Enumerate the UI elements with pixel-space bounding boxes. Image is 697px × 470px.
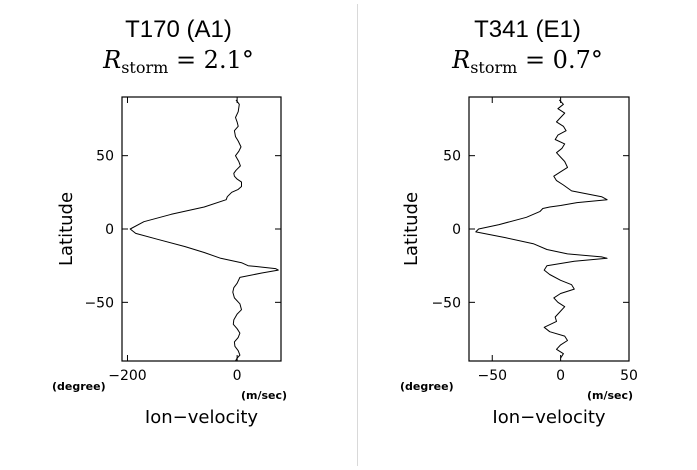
x-tick-label: 0 [556, 368, 565, 384]
formula-value: = 2.1° [168, 46, 254, 74]
chart-subtitle-formula: Rstorm = 0.7° [358, 46, 697, 77]
chart-subtitle-formula: Rstorm = 2.1° [0, 46, 357, 77]
y-tick-label: 50 [443, 149, 461, 165]
plot-frame [468, 96, 630, 362]
x-axis-label: Ion−velocity [145, 407, 259, 428]
x-axis-label: Ion−velocity [492, 407, 606, 428]
y-tick-label: 50 [96, 149, 114, 165]
y-unit-label: (degree) [52, 380, 106, 393]
y-unit-label: (degree) [400, 380, 454, 393]
chart-title: T341 (E1) [474, 16, 581, 43]
x-tick-label: 50 [620, 368, 638, 384]
x-tick-label: −200 [108, 368, 146, 384]
y-tick-label: 0 [105, 222, 114, 238]
y-axis-label: Latitude [56, 192, 77, 266]
formula-value: = 0.7° [517, 46, 603, 74]
y-tick-label: −50 [84, 295, 114, 311]
formula-symbol: R [103, 46, 122, 74]
series-line [129, 99, 279, 362]
formula-subscript: storm [470, 58, 518, 77]
y-tick-label: −50 [431, 295, 461, 311]
series-line [475, 99, 608, 359]
formula-symbol: R [452, 46, 471, 74]
x-tick-label: −50 [477, 368, 507, 384]
plot-frame [121, 96, 282, 362]
y-axis-label: Latitude [401, 192, 422, 266]
formula-subscript: storm [121, 58, 169, 77]
chart-panel-right: T341 (E1) Rstorm = 0.7° −50 0 50 −50 0 50 Lati… [358, 0, 697, 470]
panel-divider [357, 4, 358, 466]
chart-svg-left: −50 0 50 −200 0 Latitude (degree) (m/sec) Ion−ve… [52, 96, 287, 428]
y-tick-label: 0 [452, 222, 461, 238]
chart-title: T170 (A1) [125, 16, 232, 43]
x-tick-label: 0 [233, 368, 242, 384]
chart-svg-right: −50 0 50 −50 0 50 Latitude (degree) (m/sec) Ion−v… [400, 96, 638, 428]
chart-panel-left: T170 (A1) Rstorm = 2.1° −50 0 50 −200 0 Latit… [0, 16, 357, 428]
x-unit-label: (m/sec) [587, 389, 633, 402]
x-unit-label: (m/sec) [241, 389, 287, 402]
